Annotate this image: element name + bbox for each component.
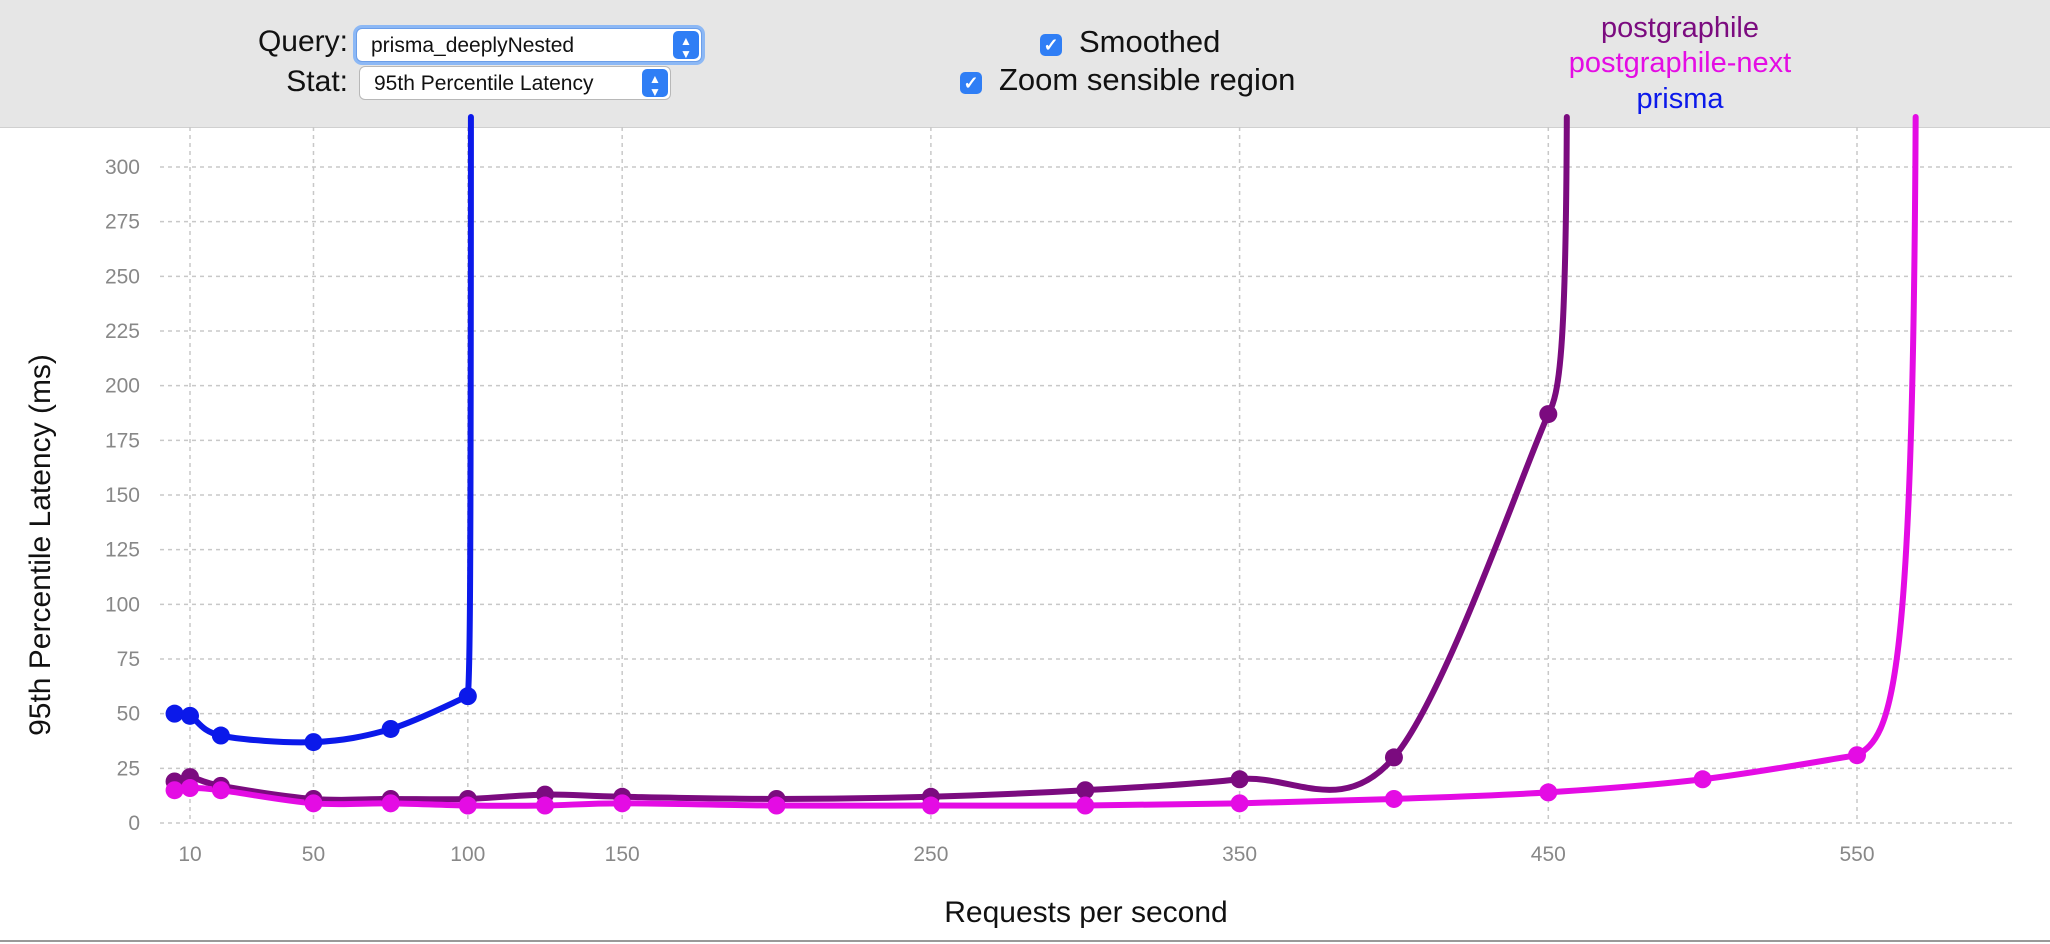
data-point-postgraphile [1230, 770, 1249, 789]
select-arrows-icon: ▲ ▼ [673, 31, 699, 61]
series-line-postgraphile [171, 114, 1570, 803]
select-arrows-icon: ▲ ▼ [642, 69, 668, 99]
x-tick-label: 50 [302, 843, 325, 866]
y-tick-label: 300 [105, 156, 140, 179]
y-tick-label: 275 [105, 211, 140, 234]
y-tick-label: 250 [105, 265, 140, 288]
y-tick-label: 25 [117, 757, 140, 780]
series-line-postgraphile-next [171, 114, 1919, 809]
y-tick-label: 225 [105, 320, 140, 343]
data-point-postgraphile-next [211, 781, 230, 800]
stat-select[interactable]: 95th Percentile Latency ▲ ▼ [359, 66, 671, 100]
data-point-prisma [165, 704, 184, 723]
y-tick-label: 75 [117, 648, 140, 671]
zoom-label: Zoom sensible region [999, 62, 1296, 97]
y-tick-label: 50 [117, 703, 140, 726]
data-point-postgraphile-next [536, 796, 555, 815]
data-point-postgraphile-next [1539, 783, 1558, 802]
data-point-prisma [381, 719, 400, 738]
data-point-postgraphile [1076, 781, 1095, 800]
x-tick-label: 150 [605, 843, 640, 866]
data-point-postgraphile-next [1384, 789, 1403, 808]
data-point-prisma [181, 706, 199, 725]
stat-select-value: 95th Percentile Latency [374, 72, 594, 95]
series-line-prisma [171, 114, 474, 746]
data-point-postgraphile-next [165, 781, 184, 800]
query-label: Query: [257, 25, 348, 58]
smoothed-label: Smoothed [1079, 24, 1221, 59]
y-axis-ticks: 0 25 50 75 100 125 150 175 200 225 250 275 300 [105, 156, 140, 835]
data-point-postgraphile-next [767, 796, 786, 815]
data-point-postgraphile-next [921, 796, 940, 815]
stat-label: Stat: [286, 65, 348, 98]
legend-item-postgraphile-next: postgraphile-next [1568, 47, 1792, 79]
y-tick-label: 200 [105, 375, 140, 398]
grid-lines [160, 127, 2015, 824]
x-tick-label: 100 [450, 843, 485, 866]
zoom-checkbox[interactable]: ✓ [960, 72, 982, 94]
data-point-prisma [458, 687, 477, 706]
y-axis-title: 95th Percentile Latency (ms) [24, 354, 57, 736]
x-tick-label: 10 [178, 843, 201, 866]
y-tick-label: 0 [128, 812, 140, 835]
series-points [165, 405, 1866, 815]
data-point-postgraphile-next [1230, 794, 1249, 813]
data-point-prisma [211, 726, 230, 745]
x-tick-label: 250 [913, 843, 948, 866]
data-point-postgraphile-next [1693, 770, 1712, 789]
data-point-postgraphile-next [304, 794, 323, 813]
data-point-postgraphile [1539, 405, 1558, 424]
controls-panel: Query: prisma_deeplyNested ▲ ▼ Stat: 95th… [0, 0, 2050, 128]
query-select-value: prisma_deeplyNested [371, 34, 575, 57]
query-select[interactable]: prisma_deeplyNested ▲ ▼ [356, 28, 702, 62]
data-point-prisma [304, 733, 323, 752]
data-point-postgraphile-next [1848, 746, 1866, 765]
legend-item-postgraphile: postgraphile [1601, 12, 1759, 44]
y-tick-label: 175 [105, 429, 140, 452]
y-tick-label: 100 [105, 593, 140, 616]
y-tick-label: 125 [105, 539, 140, 562]
x-tick-label: 550 [1839, 843, 1874, 866]
x-tick-label: 450 [1531, 843, 1566, 866]
smoothed-checkbox[interactable]: ✓ [1040, 34, 1062, 56]
data-point-postgraphile-next [181, 779, 199, 798]
y-tick-label: 150 [105, 484, 140, 507]
legend-item-prisma: prisma [1636, 83, 1724, 115]
data-point-postgraphile-next [613, 794, 632, 813]
bottom-border [0, 940, 2050, 942]
x-axis-title: Requests per second [944, 896, 1228, 929]
data-point-postgraphile-next [458, 796, 477, 815]
data-point-postgraphile-next [1076, 796, 1095, 815]
x-tick-label: 350 [1222, 843, 1257, 866]
x-axis-ticks: 10 50 100 150 250 350 450 550 [178, 843, 1874, 866]
data-point-postgraphile-next [381, 794, 400, 813]
series-lines [171, 114, 1919, 809]
data-point-postgraphile [1384, 748, 1403, 767]
